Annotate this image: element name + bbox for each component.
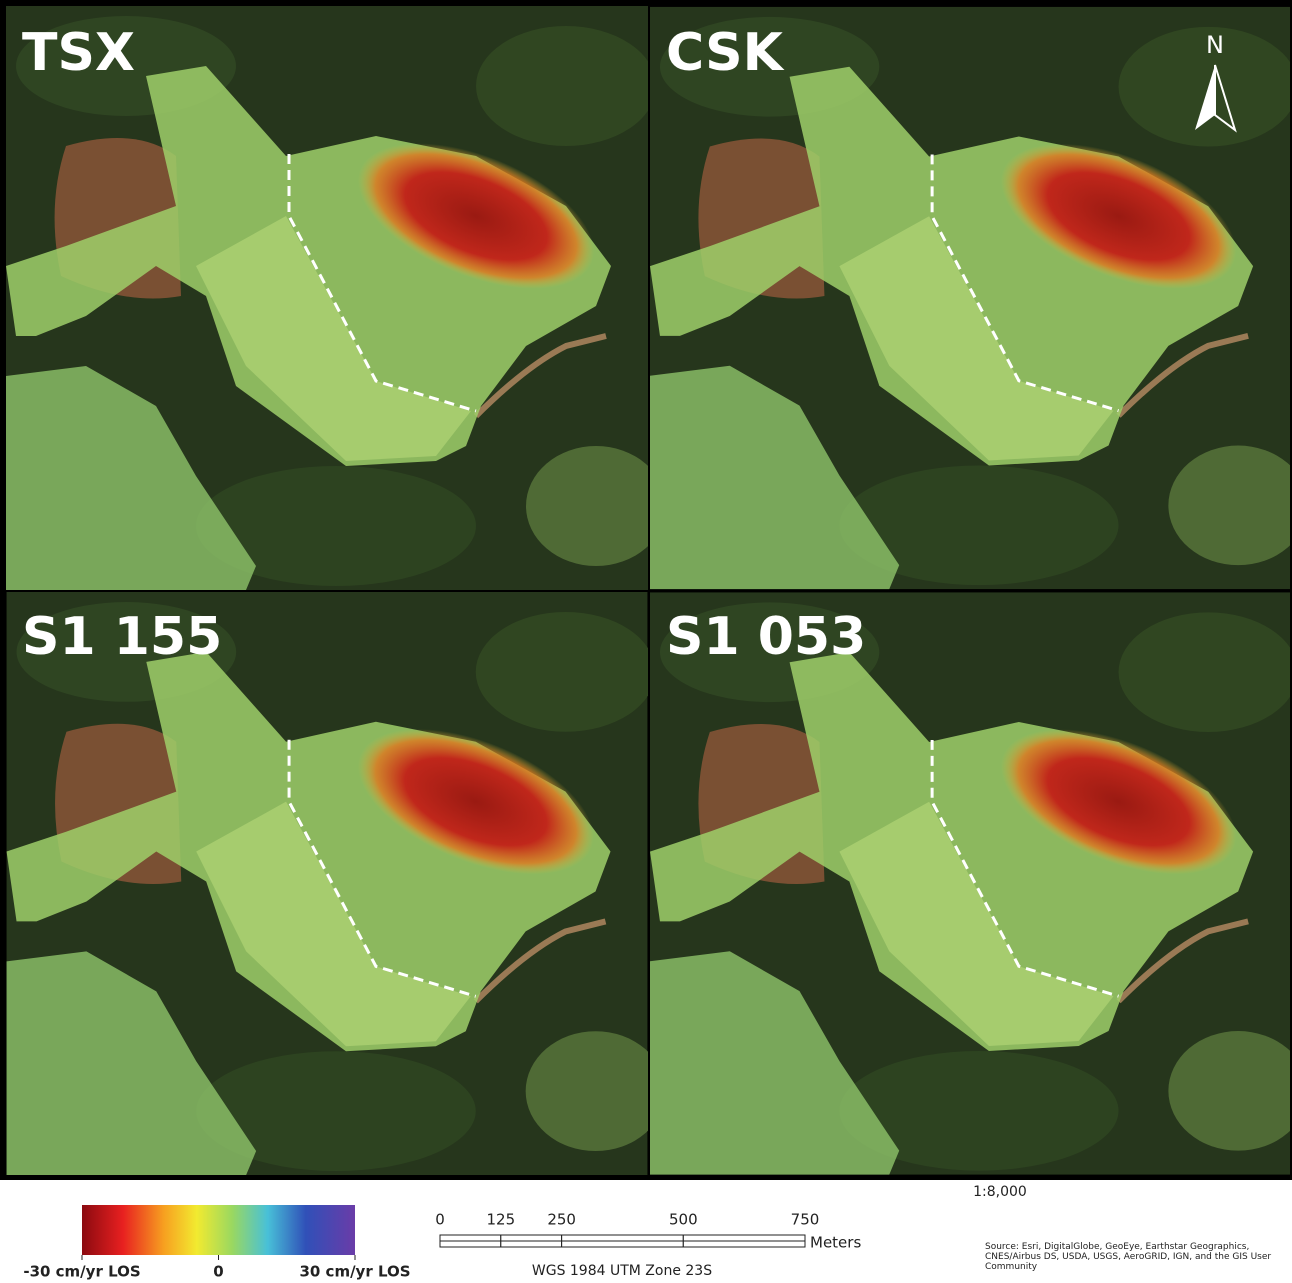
panel-label: TSX bbox=[22, 23, 135, 83]
scale-tick-label: 500 bbox=[669, 1211, 698, 1229]
panel-label: CSK bbox=[666, 23, 785, 83]
panel-label: S1 053 bbox=[666, 607, 866, 667]
map-panel bbox=[7, 592, 666, 1175]
map-panel bbox=[6, 6, 666, 590]
scale-ratio: 1:8,000 bbox=[973, 1184, 1027, 1200]
scale-tick-label: 750 bbox=[791, 1211, 820, 1229]
scale-tick-label: 125 bbox=[487, 1211, 516, 1229]
projection: WGS 1984 UTM Zone 23S bbox=[532, 1263, 712, 1279]
figure: N 1:8,000 Meters WGS 1984 UTM Zone 23S T… bbox=[0, 0, 1292, 1283]
map-panel bbox=[650, 592, 1292, 1174]
source-note: Source: Esri, DigitalGlobe, GeoEye, Eart… bbox=[985, 1242, 1285, 1272]
color-tick-label: 30 cm/yr LOS bbox=[299, 1263, 410, 1281]
panel-label: S1 155 bbox=[22, 607, 222, 667]
scale-tick-label: 0 bbox=[435, 1211, 445, 1229]
page: N 1:8,000 Meters WGS 1984 UTM Zone 23S T… bbox=[0, 0, 1292, 1283]
scale-unit: Meters bbox=[810, 1234, 861, 1252]
map-panel bbox=[650, 7, 1292, 589]
scale-tick-label: 250 bbox=[547, 1211, 576, 1229]
color-tick-label: 0 bbox=[213, 1263, 223, 1281]
north-label: N bbox=[1206, 31, 1224, 59]
color-bar bbox=[82, 1205, 355, 1255]
color-tick-label: -30 cm/yr LOS bbox=[23, 1263, 140, 1281]
